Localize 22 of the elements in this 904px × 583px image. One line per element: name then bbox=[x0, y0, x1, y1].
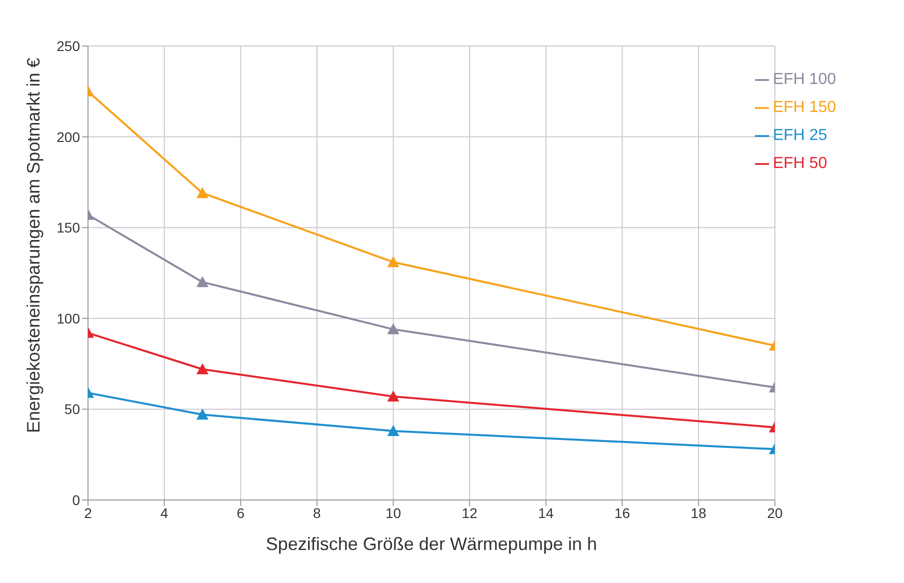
x-tick-label: 16 bbox=[614, 504, 630, 521]
x-tick-label: 18 bbox=[690, 504, 707, 521]
x-tick-label: 2 bbox=[84, 504, 92, 521]
legend-label: EFH 150 bbox=[772, 99, 836, 116]
x-tick-label: 4 bbox=[160, 504, 168, 521]
legend-label: EFH 50 bbox=[772, 155, 828, 172]
x-tick-label: 10 bbox=[385, 504, 402, 521]
x-tick-label: 20 bbox=[767, 504, 783, 521]
x-tick-label: 12 bbox=[462, 504, 478, 521]
y-tick-label: 200 bbox=[56, 128, 80, 145]
x-tick-label: 6 bbox=[236, 504, 245, 521]
x-tick-label: 14 bbox=[538, 504, 554, 521]
y-tick-label: 50 bbox=[64, 401, 80, 418]
legend-label: EFH 25 bbox=[772, 127, 828, 144]
y-axis-title: Energiekosteneinsparungen am Spotmarkt in € bbox=[23, 58, 44, 433]
y-tick-label: 0 bbox=[72, 492, 80, 508]
y-tick-label: 100 bbox=[56, 310, 80, 326]
y-tick-label: 150 bbox=[56, 220, 80, 236]
y-tick-label: 250 bbox=[56, 38, 80, 54]
x-tick-label: 8 bbox=[313, 504, 322, 521]
legend-label: EFH 100 bbox=[772, 71, 836, 88]
x-axis-title: Spezifische Größe der Wärmepumpe in h bbox=[266, 534, 597, 554]
